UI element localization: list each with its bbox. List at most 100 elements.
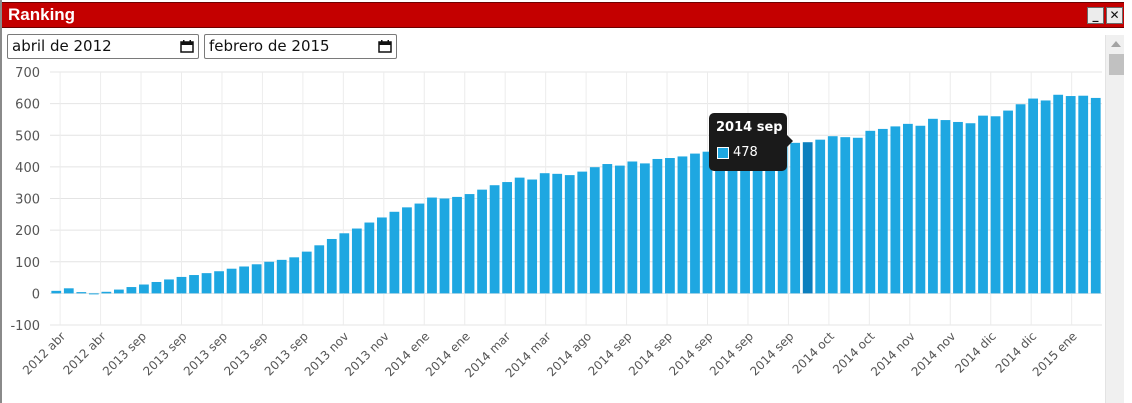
chart-bar[interactable] bbox=[251, 264, 262, 294]
chart-bar[interactable] bbox=[351, 228, 362, 294]
end-date-input[interactable]: febrero de 2015 bbox=[204, 34, 397, 59]
chart-bar[interactable] bbox=[539, 173, 550, 294]
chart-bar[interactable] bbox=[677, 156, 688, 294]
chart-bar[interactable] bbox=[376, 217, 387, 294]
chart-bar[interactable] bbox=[201, 273, 212, 294]
chart-bar[interactable] bbox=[965, 123, 976, 294]
chart-bar[interactable] bbox=[1078, 95, 1089, 294]
chart-bar[interactable] bbox=[727, 148, 738, 294]
chart-bar[interactable] bbox=[614, 165, 625, 294]
chart-bar[interactable] bbox=[827, 136, 838, 294]
chart-bar[interactable] bbox=[326, 238, 337, 294]
chart-bar[interactable] bbox=[301, 251, 312, 294]
chart-bar[interactable] bbox=[489, 185, 500, 294]
chart-bar[interactable] bbox=[777, 143, 788, 294]
chart-bar[interactable] bbox=[452, 196, 462, 294]
chart-bar[interactable] bbox=[139, 284, 149, 294]
chart-bar[interactable] bbox=[477, 189, 487, 294]
minimize-button[interactable]: _ bbox=[1087, 7, 1104, 24]
chart-bar[interactable] bbox=[602, 164, 613, 294]
chart-bar[interactable] bbox=[126, 287, 137, 294]
chart-bar[interactable] bbox=[840, 137, 851, 294]
x-tick-label: 2014 nov bbox=[909, 329, 959, 379]
chart-bar[interactable] bbox=[189, 275, 199, 294]
chart-bar[interactable] bbox=[790, 142, 801, 294]
chart-bar[interactable] bbox=[652, 158, 663, 294]
chart-bar[interactable] bbox=[877, 128, 888, 294]
chart-bar[interactable] bbox=[577, 171, 588, 294]
chart-bar[interactable] bbox=[852, 137, 863, 294]
chart-bar[interactable] bbox=[978, 115, 988, 294]
chart-bar[interactable] bbox=[564, 175, 575, 294]
calendar-icon[interactable] bbox=[180, 40, 194, 53]
chart-bar[interactable] bbox=[414, 203, 425, 294]
chart-bar[interactable] bbox=[339, 233, 350, 294]
chart-bar[interactable] bbox=[51, 290, 62, 294]
chart-bar[interactable] bbox=[1028, 98, 1039, 294]
vertical-scrollbar[interactable] bbox=[1105, 35, 1126, 403]
chart-bar[interactable] bbox=[715, 150, 725, 294]
scroll-thumb[interactable] bbox=[1109, 54, 1124, 75]
chart-bar[interactable] bbox=[427, 197, 437, 294]
calendar-icon[interactable] bbox=[378, 40, 392, 53]
chart-bar[interactable] bbox=[88, 293, 99, 295]
chart-bar[interactable] bbox=[164, 279, 174, 294]
chart-bar[interactable] bbox=[752, 146, 763, 294]
chart-bar[interactable] bbox=[314, 245, 325, 294]
scroll-up-arrow-icon[interactable] bbox=[1111, 41, 1121, 47]
chart-bar[interactable] bbox=[264, 261, 275, 294]
chart-bar[interactable] bbox=[527, 179, 538, 294]
chart-bar[interactable] bbox=[915, 125, 926, 294]
chart-bar[interactable] bbox=[589, 167, 600, 294]
chart-bar[interactable] bbox=[364, 222, 375, 294]
chart-bar[interactable] bbox=[552, 173, 563, 294]
chart-bar[interactable] bbox=[113, 289, 124, 294]
chart-bar[interactable] bbox=[1053, 94, 1064, 294]
chart-bar[interactable] bbox=[953, 121, 963, 294]
x-tick-label: 2014 dic bbox=[952, 329, 999, 376]
chart-bar[interactable] bbox=[1015, 104, 1026, 294]
title-bar[interactable]: Ranking _ ✕ bbox=[2, 2, 1126, 28]
chart-bar[interactable] bbox=[402, 207, 412, 294]
chart-bar[interactable] bbox=[802, 142, 813, 294]
chart-bar[interactable] bbox=[765, 144, 776, 294]
chart-bar[interactable] bbox=[389, 211, 400, 294]
chart-bar[interactable] bbox=[276, 259, 287, 294]
chart-bar[interactable] bbox=[176, 276, 187, 294]
chart-bar[interactable] bbox=[214, 271, 224, 294]
x-tick-label: 2014 sep bbox=[747, 329, 796, 378]
chart-bar[interactable] bbox=[902, 123, 913, 294]
chart-bar[interactable] bbox=[990, 116, 1001, 294]
chart-bar[interactable] bbox=[502, 182, 513, 294]
chart-bar[interactable] bbox=[151, 281, 162, 294]
chart-bar[interactable] bbox=[439, 198, 450, 294]
start-date-value: abril de 2012 bbox=[12, 37, 112, 55]
chart-bar[interactable] bbox=[464, 194, 475, 294]
chart-bar[interactable] bbox=[940, 120, 951, 294]
chart-bar[interactable] bbox=[76, 292, 87, 294]
chart-bar[interactable] bbox=[639, 163, 650, 294]
chart-bar[interactable] bbox=[239, 266, 250, 294]
chart-bar[interactable] bbox=[627, 161, 638, 294]
chart-bar[interactable] bbox=[1090, 97, 1101, 294]
chart-bar[interactable] bbox=[1065, 96, 1076, 294]
chart-bar[interactable] bbox=[101, 291, 112, 294]
y-tick-label: 700 bbox=[15, 66, 40, 81]
close-button[interactable]: ✕ bbox=[1106, 7, 1123, 24]
window-title: Ranking bbox=[8, 5, 76, 24]
chart-bar[interactable] bbox=[690, 153, 700, 294]
chart-bar[interactable] bbox=[289, 257, 300, 294]
start-date-input[interactable]: abril de 2012 bbox=[7, 34, 199, 59]
chart-bar[interactable] bbox=[865, 130, 876, 294]
chart-bar[interactable] bbox=[1040, 100, 1051, 294]
chart-bar[interactable] bbox=[815, 139, 826, 294]
chart-bar[interactable] bbox=[1003, 110, 1013, 294]
chart-bar[interactable] bbox=[890, 126, 901, 294]
chart-bar[interactable] bbox=[665, 158, 675, 294]
chart-bar[interactable] bbox=[702, 151, 713, 294]
chart-bar[interactable] bbox=[928, 118, 938, 294]
chart-bar[interactable] bbox=[740, 147, 750, 294]
chart-bar[interactable] bbox=[63, 288, 74, 294]
chart-bar[interactable] bbox=[514, 177, 525, 294]
chart-bar[interactable] bbox=[226, 268, 237, 294]
